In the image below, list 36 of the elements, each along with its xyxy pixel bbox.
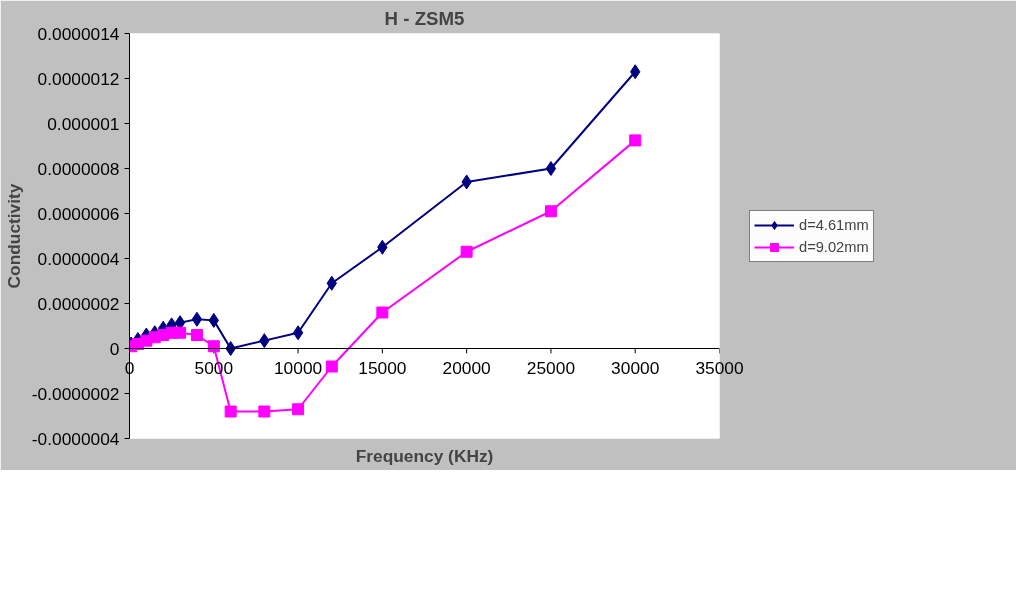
y-tick-label: -0.0000004 (31, 428, 120, 449)
point (545, 161, 557, 176)
point (292, 325, 304, 341)
legend-label: d=4.61mm (799, 216, 869, 233)
point (207, 340, 220, 353)
point (376, 306, 389, 319)
y-tick-label: 0.0000002 (37, 293, 120, 314)
y-tick-label: 0.0000004 (37, 248, 120, 269)
legend-label: d=9.02mm (799, 238, 869, 255)
x-tick-label: 30000 (611, 357, 660, 378)
point (544, 205, 557, 218)
x-tick-label: 20000 (442, 357, 491, 378)
point (629, 134, 642, 147)
point (224, 405, 237, 418)
point (190, 329, 203, 341)
point (174, 326, 187, 339)
x-tick-label: 35000 (695, 357, 744, 378)
y-tick-label: 0.0000014 (37, 23, 120, 44)
point (225, 341, 236, 356)
x-axis-title: Frequency (KHz) (355, 445, 494, 466)
point (292, 403, 305, 416)
chart-title: H - ZSM5 (384, 7, 465, 29)
y-tick-label: 0.000001 (47, 113, 120, 134)
y-tick-label: -0.0000002 (31, 383, 120, 404)
point (258, 405, 271, 418)
y-tick-label: 0.0000012 (37, 68, 120, 89)
x-tick-label: 10000 (273, 357, 323, 378)
x-tick-label: 15000 (358, 357, 407, 378)
point (191, 311, 203, 327)
point (325, 360, 338, 373)
x-tick-label: 25000 (526, 357, 576, 378)
y-tick-label: 0.0000006 (37, 203, 120, 224)
point (460, 245, 473, 258)
y-tick-label: 0 (109, 338, 120, 359)
y-tick-label: 0.0000008 (37, 158, 120, 179)
y-axis-title: Conductivity (3, 183, 24, 289)
